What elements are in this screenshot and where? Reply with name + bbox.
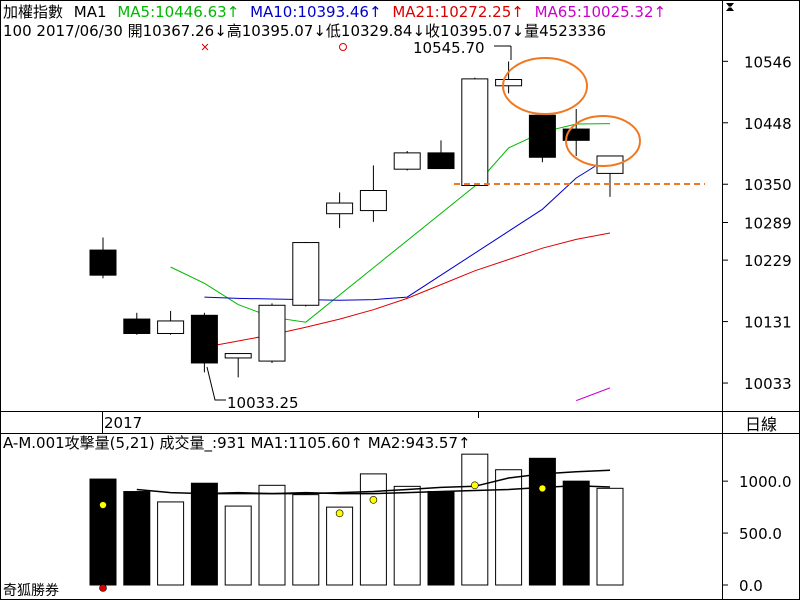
candle bbox=[326, 192, 354, 229]
info-line: 100 2017/06/30 開10367.26↓高10395.07↓低1032… bbox=[3, 22, 606, 40]
volume-bar bbox=[461, 453, 489, 586]
candle-body bbox=[528, 114, 556, 158]
candle-body bbox=[461, 78, 489, 186]
price-tick-label: 10131 bbox=[744, 314, 792, 332]
ma10-label: MA10:10393.46↑ bbox=[250, 3, 381, 21]
volume-signal-dots bbox=[99, 481, 547, 592]
cross-marker-icon bbox=[201, 43, 209, 51]
candle bbox=[258, 303, 286, 363]
candle bbox=[393, 151, 421, 171]
volume-bar bbox=[190, 482, 218, 586]
info-line-text: 100 2017/06/30 開10367.26↓高10395.07↓低1032… bbox=[3, 22, 606, 40]
low-leader bbox=[206, 366, 226, 401]
price-tick-label: 10448 bbox=[744, 115, 792, 133]
volume-tick-label: 0.0 bbox=[739, 577, 763, 595]
candle-body bbox=[89, 249, 117, 276]
price-tick-label: 10033 bbox=[744, 375, 792, 393]
volume-bars bbox=[89, 453, 624, 586]
price-tick-label: 10546 bbox=[744, 53, 792, 71]
candle bbox=[461, 77, 489, 186]
volume-bar bbox=[562, 480, 590, 586]
candle-body bbox=[562, 128, 590, 141]
highlight-circle-2 bbox=[565, 115, 641, 167]
candlesticks bbox=[89, 61, 624, 378]
ma-mode: MA1 bbox=[74, 3, 107, 21]
index-name: 加權指數 bbox=[3, 3, 63, 21]
candle-body bbox=[224, 353, 252, 359]
volume-bar bbox=[157, 501, 185, 586]
candle bbox=[359, 165, 387, 222]
moving-average-lines bbox=[170, 123, 611, 402]
candle bbox=[123, 312, 151, 335]
candle bbox=[190, 312, 218, 373]
candle-body bbox=[427, 152, 455, 170]
volume-bar bbox=[427, 491, 455, 586]
candle-body bbox=[258, 304, 286, 362]
volume-header: A-M.001攻擊量(5,21) 成交量_:931 MA1:1105.60↑ M… bbox=[3, 434, 471, 453]
candle bbox=[495, 61, 523, 94]
volume-bar bbox=[258, 484, 286, 586]
price-tick-label: 10289 bbox=[744, 214, 792, 232]
candle bbox=[427, 140, 455, 170]
volume-bar bbox=[393, 485, 421, 586]
volume-bar bbox=[224, 505, 252, 586]
price-header: 加權指數 MA1 MA5:10446.63↑ MA10:10393.46↑ MA… bbox=[3, 3, 666, 21]
high-label: 10545.70 bbox=[413, 39, 485, 57]
candle-body bbox=[157, 320, 185, 334]
volume-signal-dot bbox=[99, 584, 107, 592]
volume-bar bbox=[292, 494, 320, 586]
volume-header-text: A-M.001攻擊量(5,21) 成交量_:931 bbox=[3, 434, 246, 453]
candle bbox=[157, 310, 185, 335]
candle-body bbox=[359, 190, 387, 212]
volume-signal-dot bbox=[335, 509, 344, 518]
price-tick-label: 10229 bbox=[744, 252, 792, 270]
volume-bar bbox=[326, 506, 354, 586]
price-axis: 10546 10448 10350 10289 10229 10131 10033 bbox=[722, 53, 792, 393]
volume-bar bbox=[596, 487, 624, 586]
circle-marker-icon bbox=[339, 43, 347, 51]
highlight-circle-1 bbox=[502, 57, 588, 115]
candle bbox=[224, 353, 252, 378]
period-label: 日線 bbox=[745, 415, 777, 434]
price-tick-label: 10350 bbox=[744, 176, 792, 194]
ma5-label: MA5:10446.63↑ bbox=[117, 3, 239, 21]
candle bbox=[292, 241, 320, 307]
volume-signal-dot bbox=[538, 484, 547, 493]
ma5-line bbox=[170, 123, 611, 323]
candle-body bbox=[495, 79, 523, 87]
ma21-label: MA21:10272.25↑ bbox=[392, 3, 523, 21]
ma65-label: MA65:10025.32↑ bbox=[535, 3, 666, 21]
candle-body bbox=[326, 202, 354, 215]
volume-tick-label: 1000.0 bbox=[739, 473, 792, 491]
ma10-line bbox=[204, 156, 611, 301]
candle-body bbox=[123, 318, 151, 334]
volume-tick-label: 500.0 bbox=[739, 525, 782, 543]
vol-ma2-label: MA2:943.57↑ bbox=[368, 434, 471, 452]
volume-signal-dot bbox=[99, 501, 107, 509]
candle-body bbox=[190, 314, 218, 364]
vol-ma1-label: MA1:1105.60↑ bbox=[251, 434, 363, 452]
volume-axis: 1000.0 500.0 0.0 bbox=[722, 473, 792, 595]
candle bbox=[562, 108, 590, 157]
volume-bar bbox=[89, 478, 117, 586]
volume-signal-dot bbox=[369, 496, 378, 504]
scroll-arrows-icon[interactable] bbox=[726, 3, 734, 11]
candle bbox=[528, 114, 556, 163]
candle bbox=[89, 237, 117, 279]
candle-body bbox=[393, 152, 421, 170]
volume-signal-dot bbox=[470, 481, 479, 490]
candle bbox=[596, 155, 624, 197]
volume-bar bbox=[495, 469, 523, 586]
volume-bar bbox=[528, 457, 556, 586]
candle-body bbox=[292, 242, 320, 306]
low-label: 10033.25 bbox=[227, 394, 299, 412]
ma65-line bbox=[576, 387, 611, 402]
watermark: 奇狐勝券 bbox=[3, 582, 59, 599]
volume-bar bbox=[123, 491, 151, 586]
year-label: 2017 bbox=[104, 414, 142, 432]
